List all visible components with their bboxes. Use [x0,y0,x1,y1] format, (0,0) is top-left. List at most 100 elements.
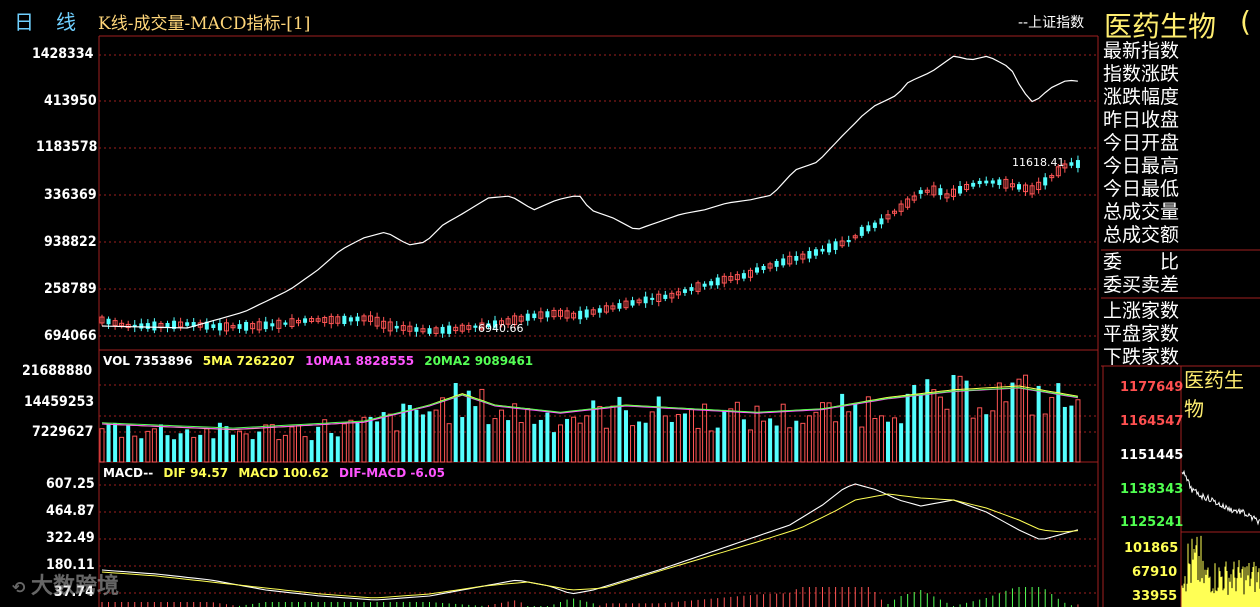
candle-body [833,241,838,250]
macd-macd: MACD 100.62 [238,466,329,480]
volume-bar [1049,396,1055,463]
volume-bar [925,379,930,462]
candle-body [636,299,642,304]
candle-body [571,312,577,319]
candle-body [807,250,812,259]
volume-bar [296,425,301,463]
candle-body [525,313,530,321]
candle-body [545,311,550,318]
candle-body [689,287,694,291]
candle-body [223,322,229,332]
volume-bar [126,425,131,462]
candle-body [407,325,413,332]
volume-bar [282,434,288,463]
volume-bar [440,397,446,463]
info-index-change: 指数涨跌 [1103,63,1180,85]
watermark: ⟲ 大数跨境 [12,568,119,600]
volume-bar [977,407,983,463]
info-prev-close: 昨日收盘 [1103,109,1180,131]
candle-body [217,323,222,331]
candle-body [859,226,864,236]
info-open: 今日开盘 [1103,132,1180,154]
candle-body [984,180,989,184]
candle-body [132,324,137,328]
volume-bar [964,380,969,462]
candle-body [643,296,648,304]
candle-body [191,322,196,327]
macd-legend: MACD-- DIF 94.57 MACD 100.62 DIF-MACD -6… [103,466,451,480]
candlestick-series[interactable] [99,155,1080,338]
volume-bar [1010,382,1015,462]
index-line[interactable] [101,55,1078,329]
volume-bar [335,436,340,462]
volume-bar [119,436,125,463]
macd-dif-line[interactable] [101,483,1079,601]
volume-bar [689,409,694,463]
candle-body [1017,184,1021,190]
volume-legend: VOL 7353896 5MA 7262207 10MA1 8828555 20… [103,354,539,368]
volume-bar [878,415,884,463]
volume-bar [446,423,452,463]
volume-bar [538,419,543,462]
mini-volume-label: 101865 [1124,541,1179,556]
mini-price-label: 1164547 [1120,414,1184,429]
candle-body [898,203,904,212]
volume-bar [139,438,144,462]
candle-body [781,258,786,266]
volume-bar [237,430,243,463]
candle-body [715,277,720,286]
candle-body [172,320,177,329]
volume-bar [800,422,806,463]
candle-body [505,318,511,325]
candle-body [335,316,341,324]
candle-body [532,313,537,319]
volume-bar [708,430,714,463]
volume-bar [329,432,334,462]
candle-body [328,315,334,325]
volume-bar [1016,378,1022,463]
candle-body [1023,184,1029,193]
index-legend: --上证指数 [1018,15,1085,31]
info-bid-ratio: 委 比 [1103,251,1180,273]
candle-body [440,326,445,334]
volume-bars[interactable] [99,374,1081,463]
candle-body [597,308,602,313]
candle-body [361,315,367,322]
macd-axis-label: 322.49 [46,530,95,546]
candle-body [387,321,393,332]
candle-body [958,186,963,194]
candle-body [139,323,144,329]
info-change-pct: 涨跌幅度 [1103,86,1180,108]
candle-body [774,260,779,267]
volume-bar [656,396,661,462]
candle-body [584,309,589,318]
candle-body [741,273,746,279]
macd-dea-line[interactable] [101,493,1078,599]
volume-bar [722,409,727,462]
stock-code-fragment: ( [1240,5,1251,38]
volume-bar [624,410,628,462]
volume-bar [859,426,865,463]
volume-bar [401,403,406,462]
candle-body [99,316,105,324]
volume-bar [944,408,950,463]
candle-body [603,305,609,313]
candle-body [119,322,125,327]
quote-info-panel: 最新指数 指数涨跌 涨跌幅度 昨日收盘 今日开盘 今日最高 今日最低 总成交量 … [1103,40,1260,369]
volume-bar [970,417,976,463]
volume-bar [414,409,419,462]
candle-body [1049,175,1055,179]
candle-body [905,198,911,208]
candle-body [721,275,727,284]
candle-body [185,322,190,326]
volume-bar [460,417,465,462]
candle-body [493,320,497,328]
volume-bar [662,415,668,463]
volume-bar [833,421,839,463]
volume-bar [250,439,255,462]
period-label[interactable]: 日线 [14,10,98,34]
vol-value: VOL 7353896 [103,354,193,368]
candle-body [486,323,491,327]
candle-body [734,274,740,281]
